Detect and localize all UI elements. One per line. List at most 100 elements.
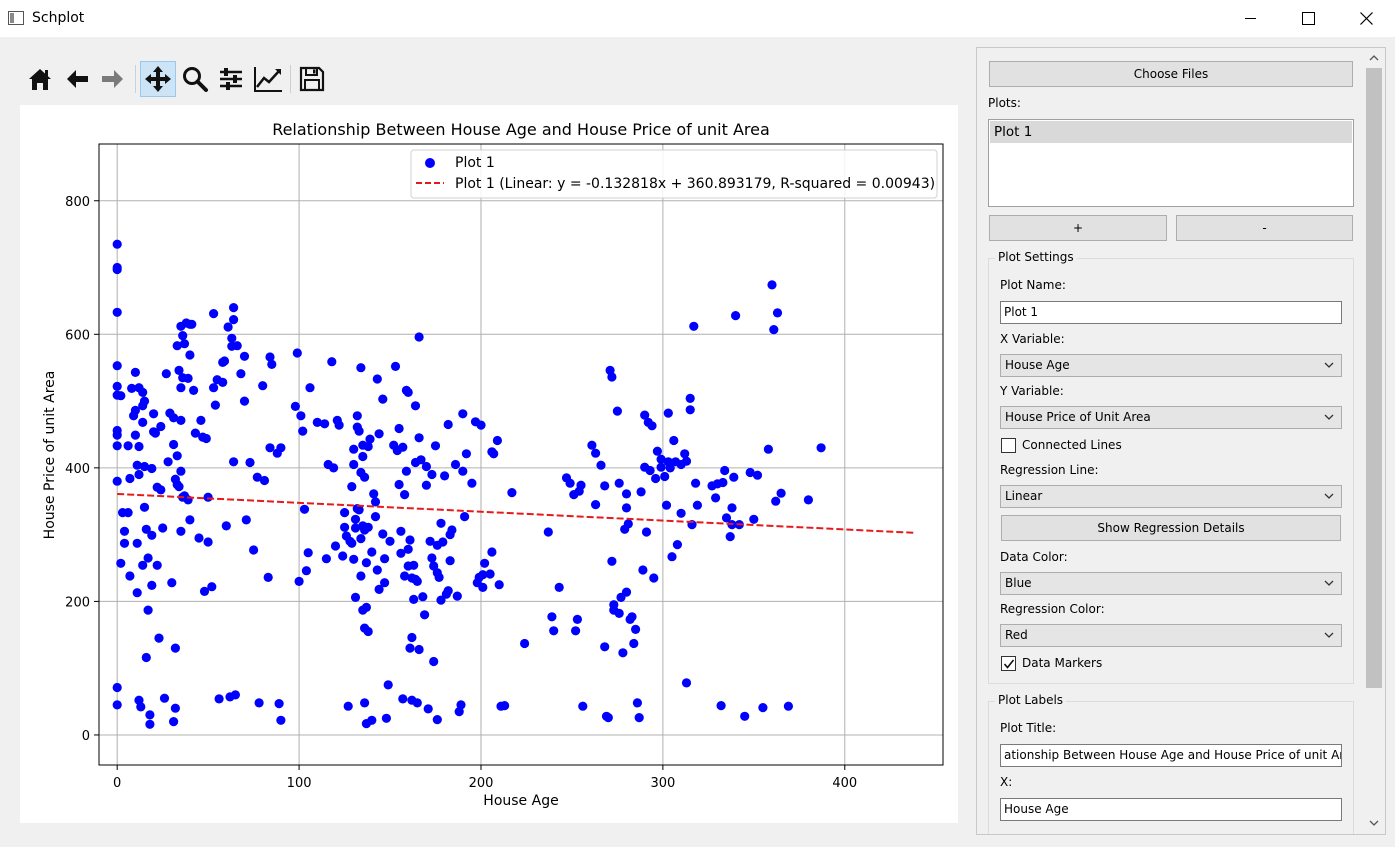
data-point <box>689 321 699 331</box>
y-variable-value: House Price of Unit Area <box>1005 410 1151 424</box>
maximize-button[interactable] <box>1279 0 1337 37</box>
data-point <box>412 576 422 586</box>
data-point <box>138 560 148 570</box>
forward-button[interactable] <box>95 61 131 97</box>
connected-lines-checkbox[interactable] <box>1001 438 1016 453</box>
add-plot-button[interactable]: + <box>989 215 1167 241</box>
data-point <box>440 471 450 481</box>
data-point <box>245 457 255 468</box>
save-button[interactable] <box>294 61 330 97</box>
data-point <box>209 309 219 319</box>
data-point <box>721 513 732 523</box>
data-point <box>239 351 250 361</box>
data-point <box>436 518 446 528</box>
close-button[interactable] <box>1337 0 1395 37</box>
data-point <box>487 547 497 557</box>
data-point <box>305 383 315 393</box>
plot-title-input[interactable]: ationship Between House Age and House Pr… <box>1000 744 1342 767</box>
data-point <box>641 527 652 537</box>
regression-color-select[interactable]: Red <box>1000 624 1342 647</box>
data-point <box>652 446 663 456</box>
configure-subplots-button[interactable] <box>213 61 249 97</box>
data-point <box>196 415 206 425</box>
data-point <box>176 466 186 476</box>
data-point <box>363 522 373 532</box>
data-point <box>130 430 140 440</box>
data-point <box>763 444 774 454</box>
zoom-button[interactable] <box>177 61 213 97</box>
data-point <box>414 644 424 655</box>
data-markers-checkbox[interactable] <box>1001 656 1016 671</box>
data-point <box>230 690 240 700</box>
chevron-down-icon <box>1324 493 1334 499</box>
data-point <box>241 515 251 525</box>
remove-plot-button[interactable]: - <box>1176 215 1353 241</box>
data-color-select[interactable]: Blue <box>1000 572 1342 595</box>
data-point <box>667 552 677 562</box>
data-point <box>176 383 186 393</box>
data-point <box>711 493 721 503</box>
data-point <box>692 500 703 510</box>
data-point <box>334 420 344 430</box>
y-axis-label: House Price of unit Area <box>42 371 58 540</box>
data-point <box>378 394 388 404</box>
data-point <box>127 383 137 393</box>
back-button[interactable] <box>59 61 95 97</box>
data-point <box>772 308 783 318</box>
scroll-up-button[interactable] <box>1364 48 1384 68</box>
show-regression-details-button[interactable]: Show Regression Details <box>1001 515 1341 541</box>
data-point <box>156 485 166 495</box>
data-point <box>425 536 435 546</box>
data-point <box>600 642 610 652</box>
plots-list-item[interactable]: Plot 1 <box>990 121 1352 143</box>
data-point <box>125 571 135 581</box>
choose-files-button[interactable]: Choose Files <box>989 61 1353 87</box>
y-variable-select[interactable]: House Price of Unit Area <box>1000 406 1342 429</box>
data-point <box>170 643 180 653</box>
data-point <box>149 409 159 419</box>
data-point <box>752 470 763 480</box>
x-variable-select[interactable]: House Age <box>1000 354 1342 377</box>
data-point <box>432 715 442 725</box>
pan-button[interactable] <box>140 61 176 97</box>
data-point <box>356 534 366 544</box>
data-point <box>354 505 364 515</box>
edit-axis-button[interactable] <box>250 61 286 97</box>
data-point <box>112 264 122 275</box>
home-button[interactable] <box>22 61 58 97</box>
scatter-chart[interactable]: 0 100 200 300 400 0 200 400 600 800 Relationship … <box>20 105 958 823</box>
data-point <box>443 419 453 430</box>
data-point <box>290 401 300 411</box>
data-point <box>349 554 359 564</box>
data-point <box>119 538 130 548</box>
data-point <box>156 421 166 432</box>
data-point <box>412 698 422 708</box>
x-label-input[interactable]: House Age <box>1000 798 1342 821</box>
data-point <box>745 467 755 478</box>
data-point <box>612 406 623 416</box>
plots-list[interactable]: Plot 1 <box>988 119 1354 207</box>
data-point <box>621 587 632 597</box>
data-point <box>618 648 628 658</box>
data-point <box>139 396 150 406</box>
regression-line-select[interactable]: Linear <box>1000 485 1342 508</box>
x-tick-label: 100 <box>287 776 312 791</box>
data-point <box>229 457 239 467</box>
data-point <box>450 459 461 470</box>
plot-name-input[interactable]: Plot 1 <box>1000 301 1342 324</box>
data-point <box>520 638 530 649</box>
figure-canvas[interactable]: 0 100 200 300 400 0 200 400 600 800 Relationship … <box>20 105 958 823</box>
data-point <box>218 377 228 387</box>
data-point <box>203 537 213 547</box>
data-point <box>394 423 404 434</box>
data-point <box>136 702 146 712</box>
scroll-thumb[interactable] <box>1366 68 1382 688</box>
data-point <box>132 460 142 470</box>
data-point <box>400 571 410 581</box>
data-point <box>669 435 679 446</box>
scroll-down-button[interactable] <box>1364 813 1384 833</box>
minimize-button[interactable] <box>1221 0 1279 37</box>
data-point <box>292 348 302 358</box>
chevron-down-icon <box>1324 414 1334 420</box>
panel-scrollbar[interactable] <box>1364 48 1384 833</box>
